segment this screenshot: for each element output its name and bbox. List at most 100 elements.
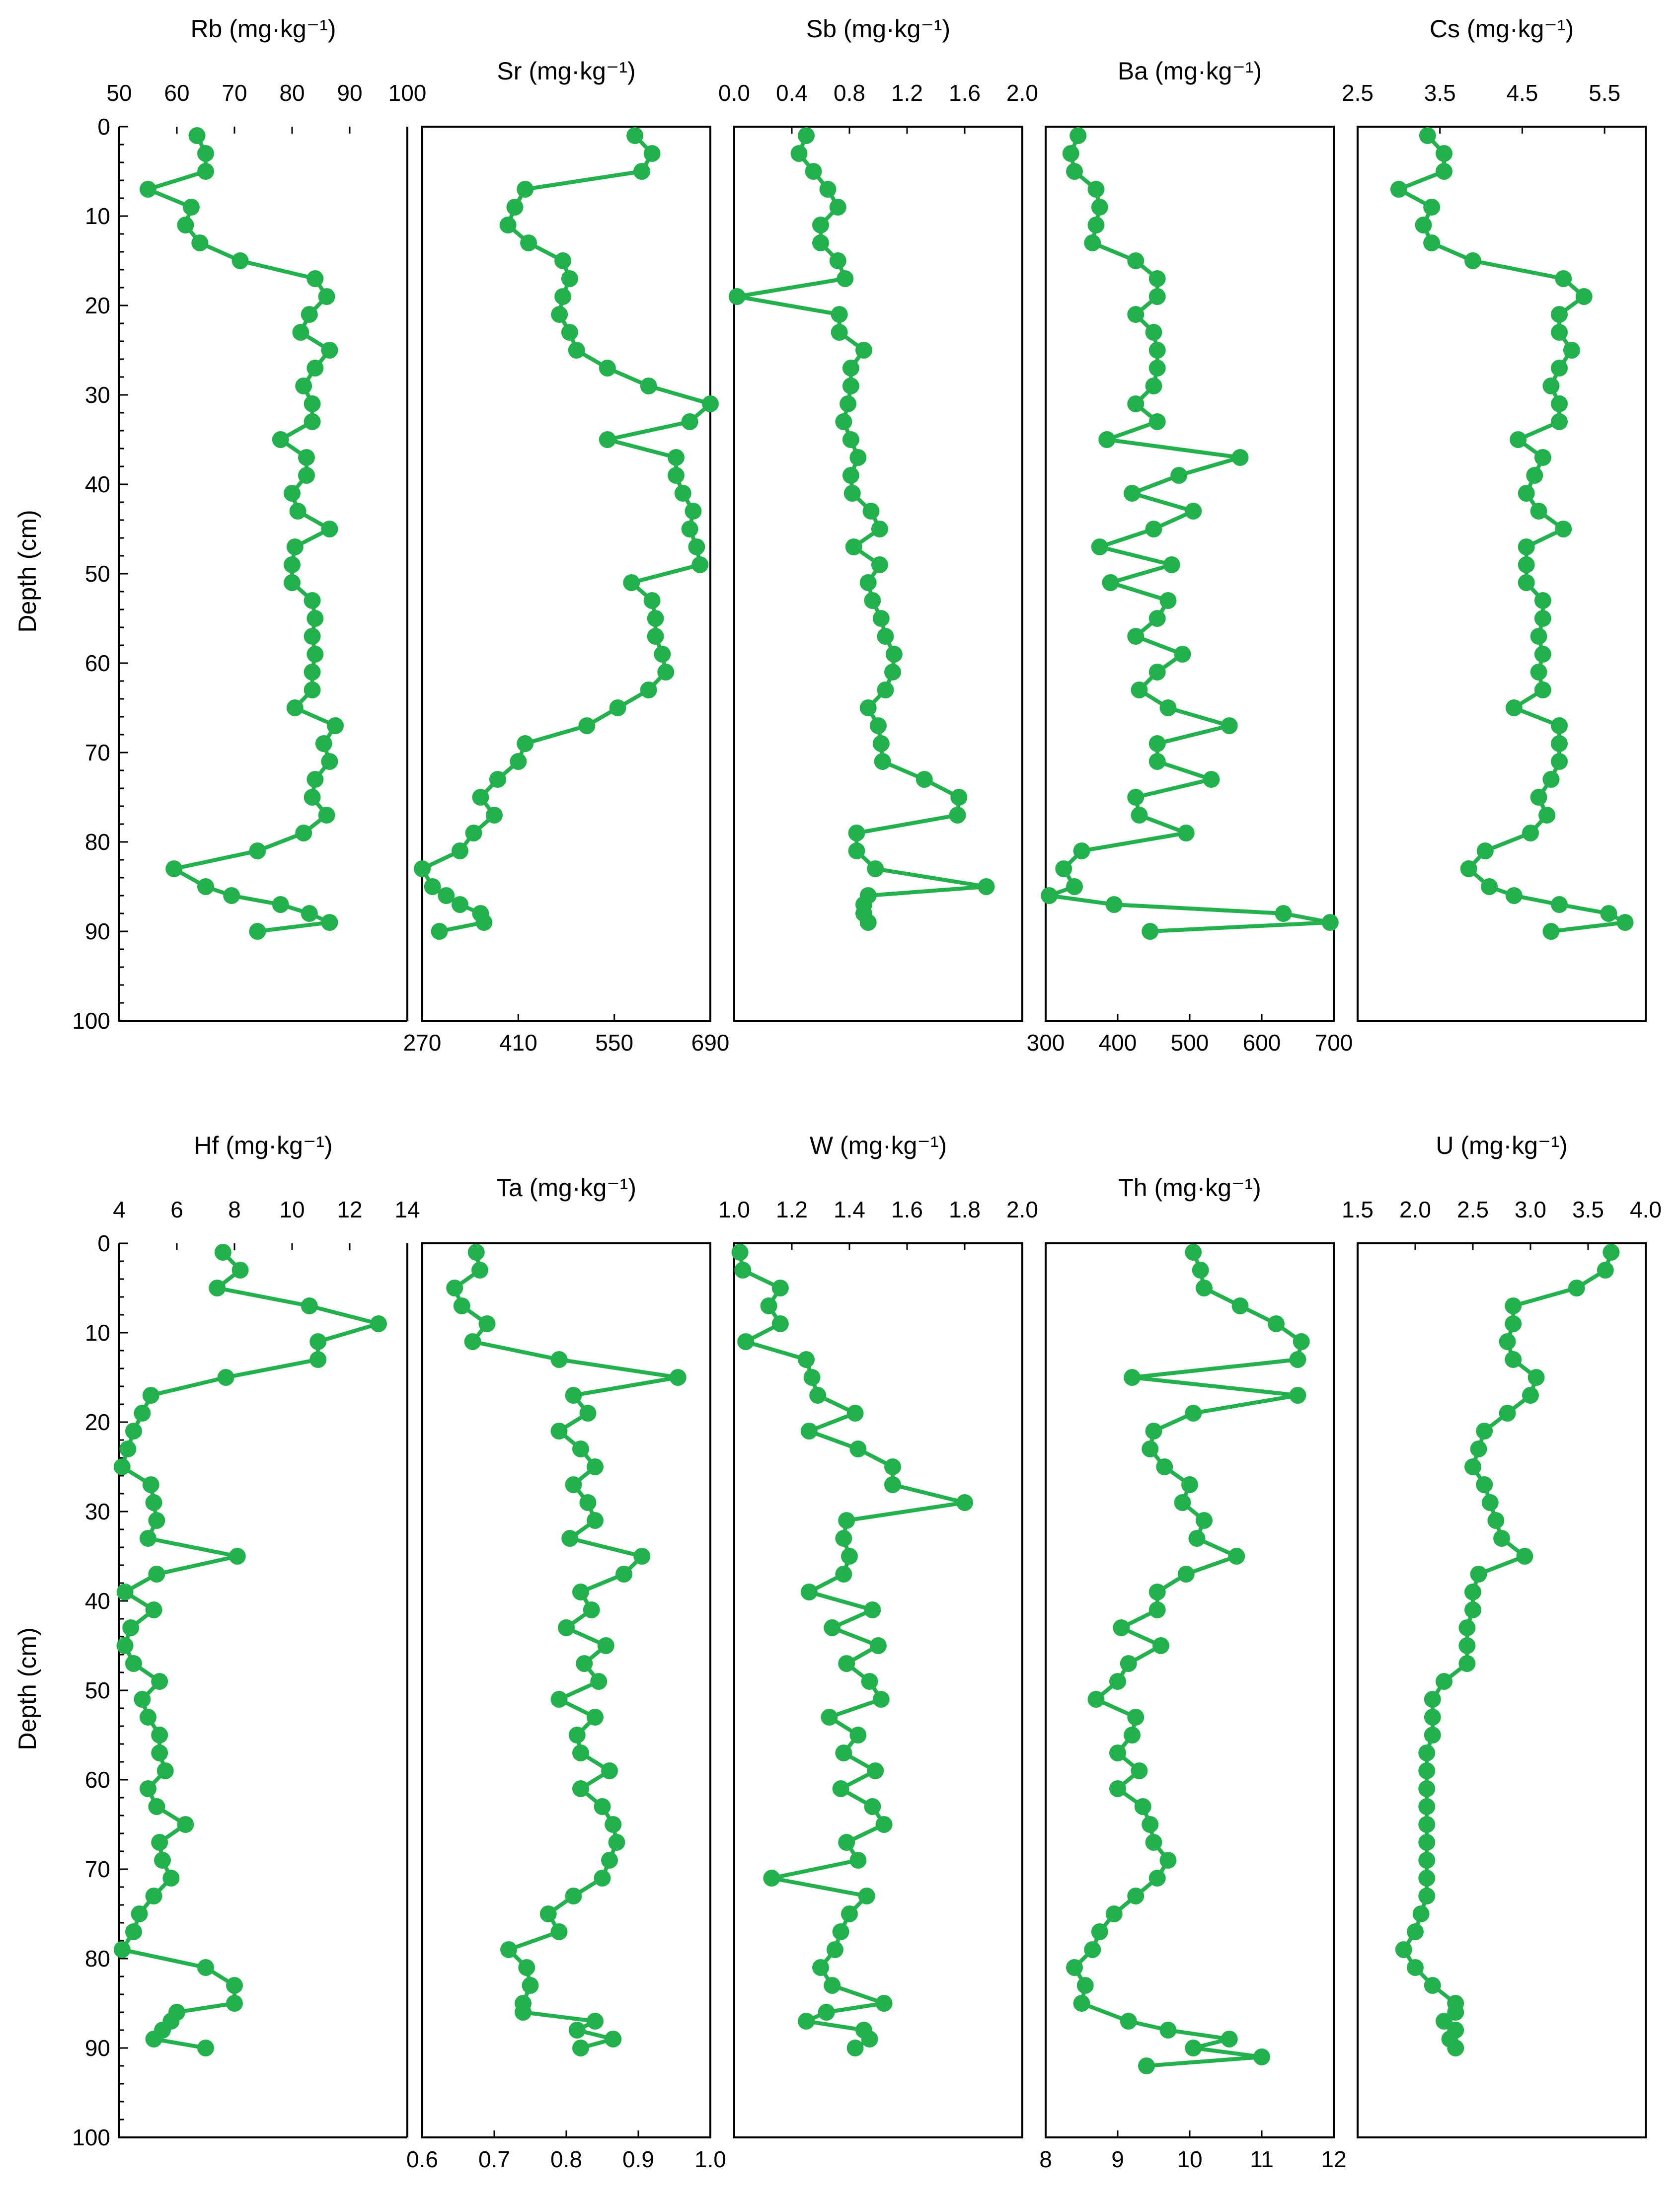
x-tick-label: 1.6 [949, 80, 981, 106]
data-point [148, 1566, 165, 1583]
data-point [572, 1441, 589, 1457]
data-point [1526, 467, 1543, 484]
data-point [151, 1727, 168, 1744]
data-point [478, 1315, 496, 1332]
data-point [818, 2004, 835, 2021]
panel-2: 270 410 550 690 Sr (mg·kg⁻¹) [403, 57, 730, 1056]
data-point [877, 628, 894, 645]
x-tick-label: 700 [1315, 1030, 1353, 1056]
x-tick-label: 100 [388, 80, 427, 106]
data-point [1159, 592, 1177, 609]
data-point [578, 717, 596, 734]
y-tick-label: 50 [85, 1677, 110, 1703]
data-point [177, 1816, 194, 1833]
data-point [674, 485, 691, 502]
data-point [286, 538, 304, 555]
data-point [1188, 1530, 1206, 1547]
data-point [321, 753, 338, 770]
panel-frame [733, 126, 1023, 1022]
data-point [550, 1691, 568, 1708]
data-point [1418, 1834, 1436, 1851]
data-point [1084, 1941, 1101, 1958]
data-point [113, 1458, 131, 1475]
data-point [824, 1619, 841, 1636]
data-point [148, 1512, 165, 1529]
data-point [1321, 914, 1339, 931]
panel-frame [421, 126, 711, 1022]
data-point [489, 771, 506, 788]
data-point [1148, 413, 1166, 430]
data-point [1203, 771, 1220, 788]
data-point [1516, 1548, 1533, 1565]
data-point [306, 771, 324, 788]
panel-5: 2.5 3.5 4.5 5.5 Cs (mg·kg⁻¹) [1342, 15, 1647, 1022]
data-point [1616, 914, 1634, 931]
data-point [272, 431, 289, 448]
data-point [565, 1387, 582, 1404]
data-point [1551, 735, 1568, 752]
data-point [669, 1369, 687, 1386]
x-tick-label: 0.6 [406, 2146, 438, 2172]
data-point [318, 288, 335, 305]
x-tick-label: 4.5 [1506, 80, 1538, 106]
data-point [798, 1351, 815, 1368]
data-point [1505, 1297, 1522, 1314]
data-point [771, 1280, 789, 1296]
data-point [1087, 217, 1105, 233]
x-tick-label: 500 [1171, 1030, 1209, 1056]
data-point [1062, 145, 1079, 162]
data-point [1600, 905, 1617, 922]
data-point [1231, 449, 1249, 466]
x-tick-label: 6 [170, 1197, 183, 1222]
data-point [728, 288, 746, 305]
data-point [1551, 360, 1568, 377]
panel-title: Cs (mg·kg⁻¹) [1430, 15, 1574, 43]
data-point [885, 646, 903, 663]
data-point [1418, 1888, 1436, 1904]
data-point [295, 378, 312, 394]
data-point [800, 1584, 818, 1600]
data-point [1551, 753, 1568, 770]
data-point [1460, 860, 1477, 877]
data-point [832, 1923, 849, 1940]
data-point [1551, 413, 1568, 430]
data-point [1436, 145, 1452, 162]
data-point [867, 860, 884, 877]
x-tick-label: 80 [279, 80, 305, 106]
data-point [1105, 1905, 1123, 1922]
data-point [1148, 342, 1166, 359]
data-point [1127, 252, 1145, 269]
data-point [590, 1673, 608, 1690]
data-point [1424, 1727, 1441, 1744]
data-point [122, 1619, 140, 1636]
data-point [515, 2004, 532, 2021]
data-point [1076, 1977, 1094, 1994]
data-point [1138, 2057, 1155, 2074]
data-point [1418, 1852, 1436, 1869]
data-point [864, 1601, 881, 1618]
data-point [1087, 181, 1105, 198]
data-point [125, 1655, 142, 1672]
data-point [517, 181, 534, 198]
x-tick-label: 2.5 [1457, 1197, 1489, 1222]
data-point [1091, 1923, 1108, 1940]
data-point [1568, 1280, 1585, 1296]
data-point [685, 503, 702, 520]
data-point [1551, 717, 1568, 734]
data-point [841, 1548, 858, 1565]
data-point [1487, 1512, 1505, 1529]
data-point [1436, 163, 1452, 180]
data-point [1124, 1727, 1141, 1744]
data-point [1148, 270, 1166, 287]
series-line [1401, 1251, 1613, 2049]
data-point [1098, 431, 1116, 448]
data-point [861, 1673, 878, 1690]
x-tick-label: 3.5 [1424, 80, 1456, 106]
data-point [1113, 1619, 1130, 1636]
data-point [812, 1959, 829, 1976]
data-point [587, 1512, 604, 1529]
data-point [1109, 1780, 1126, 1797]
data-point [486, 807, 503, 824]
panel-frame [1357, 1242, 1647, 2138]
data-point [731, 1244, 749, 1261]
